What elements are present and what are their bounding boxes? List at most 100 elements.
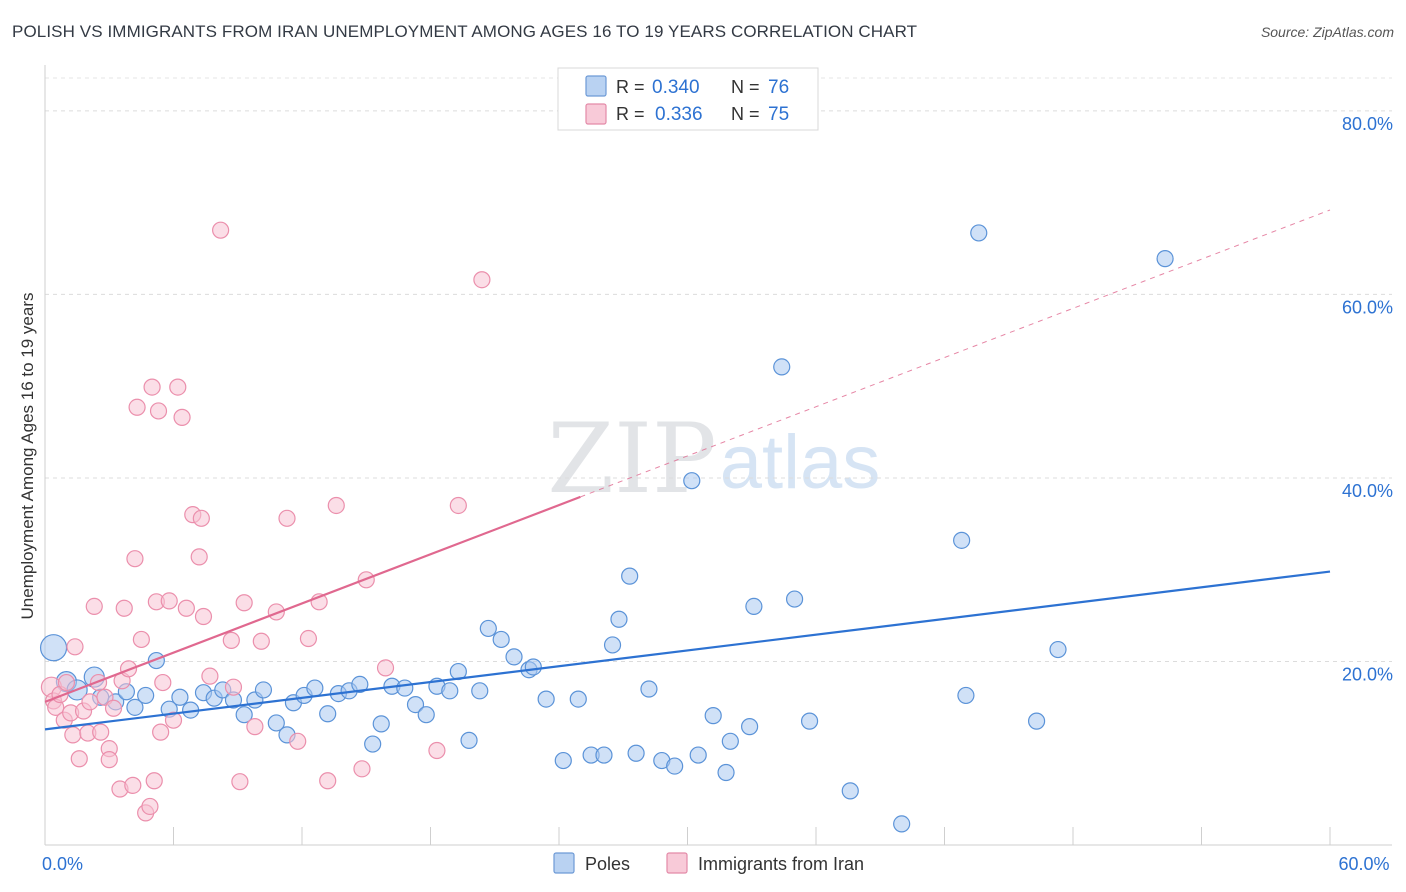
point-poles	[704, 707, 722, 725]
point-iran	[319, 772, 337, 790]
bottom-legend-swatch-poles	[553, 852, 575, 874]
point-poles	[306, 679, 324, 697]
point-iran	[124, 776, 142, 794]
point-poles	[406, 695, 425, 714]
gridlines	[45, 77, 1392, 662]
watermark-atlas: atlas	[720, 420, 881, 505]
point-iran	[278, 509, 296, 527]
x-tick-label: 0.0%	[42, 854, 83, 874]
legend-n-value: 75	[768, 104, 789, 125]
point-iran	[128, 398, 146, 416]
point-iran	[289, 732, 307, 750]
point-iran	[212, 221, 230, 239]
point-poles	[254, 681, 273, 699]
point-poles	[126, 698, 144, 716]
point-iran	[173, 408, 191, 426]
point-iran	[327, 496, 345, 515]
point-poles	[471, 682, 489, 700]
watermark: ZIP atlas	[547, 403, 880, 515]
point-poles	[479, 619, 497, 638]
data-points	[39, 221, 1174, 833]
point-iran	[152, 723, 170, 741]
point-iran	[89, 673, 108, 692]
legend-swatch-poles	[585, 75, 607, 97]
point-iran	[224, 678, 243, 696]
bottom-legend: Poles Immigrants from Iran	[553, 852, 864, 874]
point-iran	[143, 378, 161, 396]
point-iran	[201, 667, 219, 685]
point-poles	[524, 658, 542, 676]
point-iran	[194, 607, 213, 626]
point-poles	[39, 634, 68, 662]
point-poles	[717, 763, 735, 782]
point-poles	[137, 686, 155, 705]
point-iran	[235, 594, 253, 612]
point-iran	[126, 550, 144, 568]
point-poles	[683, 472, 701, 490]
point-poles	[460, 731, 478, 749]
legend-r-value: 0.336	[655, 104, 703, 125]
point-poles	[953, 531, 971, 549]
legend-n-value: 76	[768, 77, 789, 98]
point-iran	[57, 673, 76, 692]
point-iran	[353, 760, 371, 778]
source-label: Source: ZipAtlas.com	[1260, 24, 1394, 40]
point-iran	[428, 741, 446, 760]
y-tick-label: 40.0%	[1342, 481, 1393, 501]
point-poles	[773, 358, 791, 376]
trend-lines	[44, 209, 1331, 731]
point-iran	[473, 271, 491, 289]
bottom-legend-swatch-iran	[666, 852, 688, 874]
point-poles	[621, 567, 639, 585]
point-iran	[169, 378, 187, 396]
legend-n-label: N =	[731, 104, 760, 124]
point-iran	[66, 638, 84, 656]
point-poles	[171, 688, 189, 706]
point-poles	[893, 815, 911, 833]
point-poles	[745, 597, 763, 616]
point-iran	[145, 772, 163, 790]
point-poles	[970, 224, 988, 242]
point-iran	[160, 592, 178, 610]
point-poles	[492, 630, 510, 649]
point-iran	[376, 659, 395, 677]
point-poles	[319, 705, 337, 723]
point-poles	[957, 686, 975, 705]
watermark-zip: ZIP	[547, 403, 716, 515]
point-iran	[85, 597, 103, 616]
point-poles	[595, 746, 613, 764]
chart-title: POLISH VS IMMIGRANTS FROM IRAN UNEMPLOYM…	[12, 22, 918, 41]
point-poles	[372, 715, 390, 733]
point-poles	[1049, 640, 1067, 659]
point-iran	[246, 718, 264, 736]
point-poles	[1156, 250, 1174, 268]
point-iran	[149, 402, 168, 420]
point-iran	[449, 496, 467, 515]
point-poles	[417, 706, 435, 724]
point-iran	[222, 631, 240, 649]
point-poles	[689, 746, 707, 764]
point-iran	[164, 711, 183, 729]
point-poles	[505, 648, 523, 666]
legend-swatch-iran	[585, 103, 607, 125]
point-poles	[396, 679, 414, 697]
point-iran	[92, 723, 110, 741]
bottom-legend-iran: Immigrants from Iran	[698, 854, 864, 874]
legend-r-label: R =	[616, 77, 645, 97]
point-iran	[299, 629, 318, 648]
legend-r-label: R =	[616, 104, 645, 124]
point-iran	[192, 509, 210, 527]
legend-r-value: 0.340	[652, 77, 700, 98]
point-poles	[351, 675, 369, 694]
y-tick-label: 20.0%	[1342, 664, 1393, 684]
point-poles	[741, 718, 759, 736]
legend: R = 0.340 N = 76 R = 0.336 N = 75	[557, 67, 819, 131]
point-poles	[554, 751, 572, 770]
point-poles	[610, 610, 628, 628]
point-poles	[569, 690, 587, 708]
point-poles	[640, 680, 658, 698]
tick-labels: 20.0% 40.0% 60.0% 80.0% 0.0% 60.0%	[42, 114, 1393, 874]
point-poles	[800, 712, 819, 730]
point-iran	[64, 726, 82, 744]
